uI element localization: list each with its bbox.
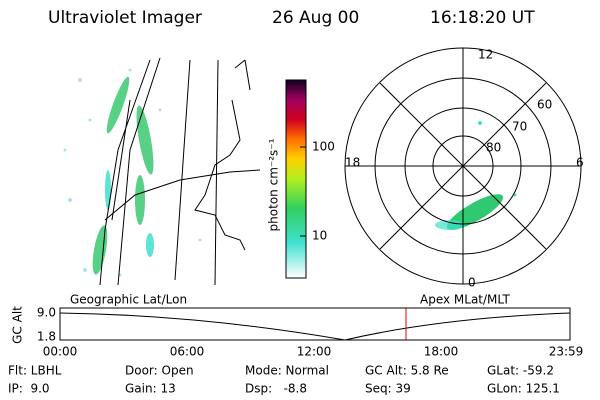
panel-label: Geographic Lat/Lon [70,293,187,307]
mlt-label: 6 [576,156,584,170]
time: 16:18:20 UT [430,8,535,28]
lat-label: 70 [512,120,527,134]
x-tick-label: 06:00 [170,345,205,359]
colorbar [285,79,307,279]
info-field: Gain: 13 [125,382,176,396]
x-tick-label: 23:59 [549,345,584,359]
info-field: GC Alt: 5.8 Re [365,364,449,378]
x-tick-label: 12:00 [297,345,332,359]
mlt-label: 18 [345,156,360,170]
info-field: GLon: 125.1 [487,382,560,396]
x-tick-label: 00:00 [43,345,78,359]
axis-label: GC Alt [11,306,25,344]
x-tick-label: 18:00 [424,345,459,359]
info-field: Seq: 39 [365,382,411,396]
polar-plot [344,47,582,285]
colorbar-tick-label: 100 [312,140,335,154]
lat-label: 80 [486,141,501,155]
colorbar-tick-label: 10 [312,229,327,243]
info-field: Flt: LBHL [8,364,62,378]
date: 26 Aug 00 [272,8,359,28]
info-field: GLat: -59.2 [487,364,554,378]
y-tick-label: 1.8 [37,330,56,344]
altitude-curve [59,312,571,341]
info-field: Dsp: -8.8 [245,382,307,396]
title: Ultraviolet Imager [48,8,202,28]
y-tick-label: 9.0 [37,306,56,320]
info-field: IP: 9.0 [8,382,50,396]
panel-label: Apex MLat/MLT [420,293,510,307]
mlt-label: 12 [478,48,493,62]
info-block: Flt: LBHL Door: Open Mode: Normal GC Alt: 5… [8,364,560,396]
colorbar-label: photon cm⁻²s⁻¹ [267,138,281,231]
info-field: Mode: Normal [245,364,329,378]
info-field: Door: Open [125,364,194,378]
geographic-image [63,57,261,286]
altitude-panel [59,307,571,341]
mlt-label: 0 [468,276,476,290]
lat-label: 60 [537,98,552,112]
